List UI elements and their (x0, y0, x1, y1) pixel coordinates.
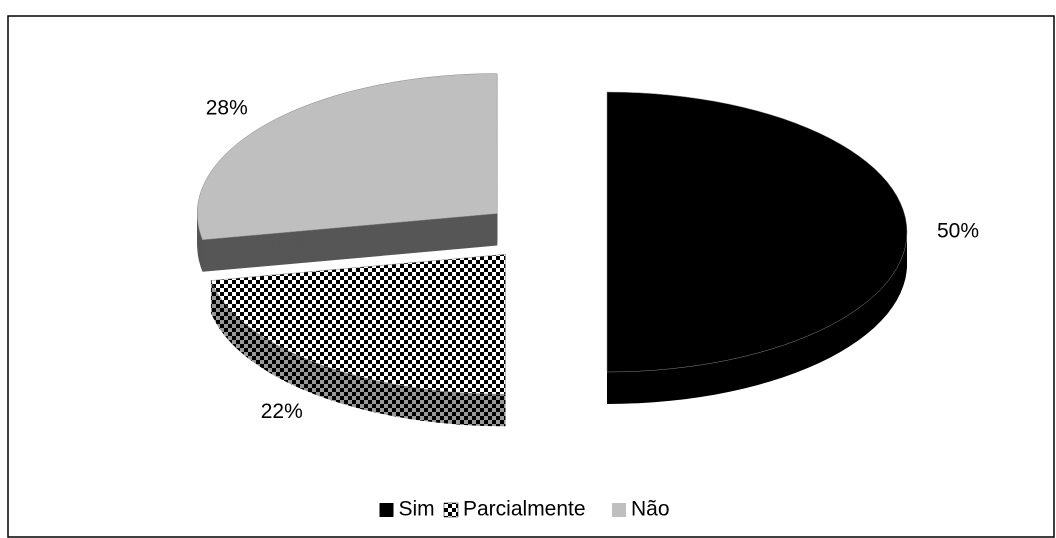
legend-label: Sim (399, 498, 435, 521)
legend-swatch (612, 503, 626, 517)
pie-slice (210, 254, 506, 395)
legend-swatch (443, 502, 459, 518)
pie-slice (197, 73, 498, 241)
pie-slice (606, 91, 908, 373)
legend-label: Parcialmente (463, 498, 586, 521)
data-label: 50% (937, 220, 979, 243)
data-label: 22% (261, 400, 303, 423)
legend-swatch (379, 503, 394, 517)
data-label: 28% (206, 97, 248, 120)
chart-border (7, 15, 1055, 538)
legend-label: Não (631, 498, 670, 521)
